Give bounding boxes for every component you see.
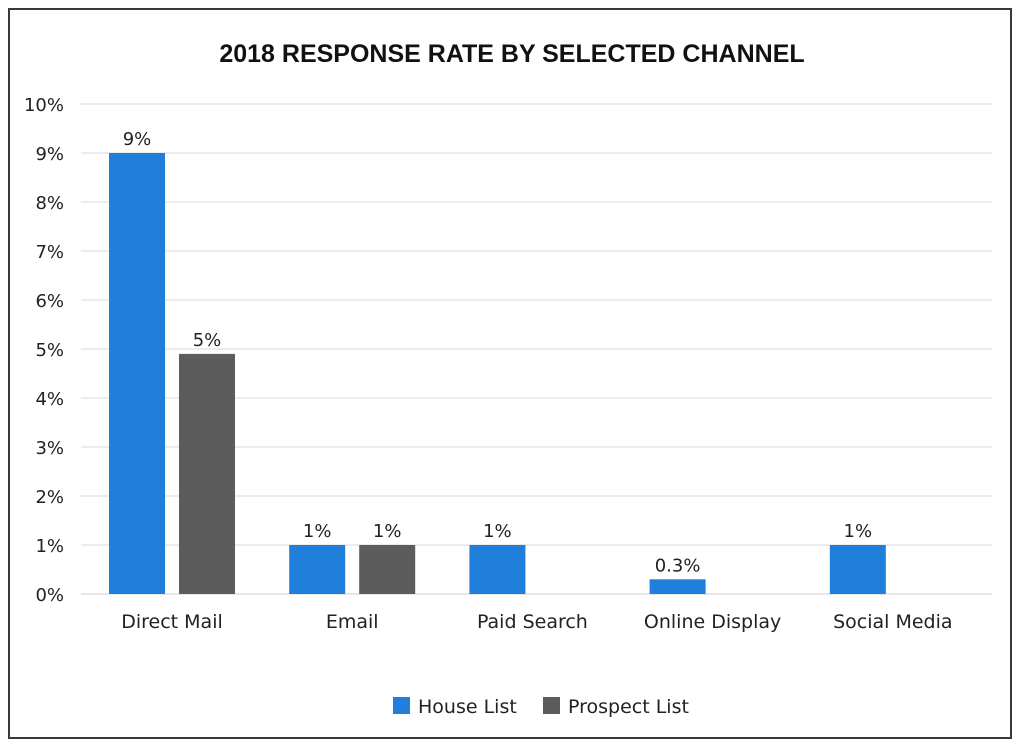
legend-swatch [393, 697, 410, 714]
data-label: 1% [844, 521, 873, 542]
data-label: 1% [373, 521, 402, 542]
bar-house-list [649, 579, 706, 594]
data-labels: 9% 5% 1% 1% 1% 0.3% 1% [123, 129, 872, 576]
y-tick-label: 0% [35, 585, 64, 606]
x-category-label: Paid Search [477, 611, 588, 633]
bar-house-list [289, 545, 346, 594]
bar-house-list [469, 545, 526, 594]
x-category-label: Direct Mail [121, 611, 223, 633]
y-tick-label: 2% [35, 487, 64, 508]
data-label: 1% [303, 521, 332, 542]
y-tick-label: 5% [35, 340, 64, 361]
y-tick-label: 8% [35, 193, 64, 214]
data-label: 5% [193, 330, 222, 351]
y-axis-ticks: 0% 1% 2% 3% 4% 5% 6% 7% 8% 9% 10% [24, 95, 64, 606]
legend: House List Prospect List [393, 696, 689, 718]
x-category-label: Social Media [833, 611, 952, 633]
x-category-label: Online Display [644, 611, 781, 633]
chart-title: 2018 RESPONSE RATE BY SELECTED CHANNEL [219, 40, 804, 68]
y-tick-label: 7% [35, 242, 64, 263]
x-category-label: Email [326, 611, 379, 633]
y-tick-label: 3% [35, 438, 64, 459]
y-tick-label: 9% [35, 144, 64, 165]
legend-label: Prospect List [568, 696, 689, 718]
legend-label: House List [418, 696, 517, 718]
y-tick-label: 6% [35, 291, 64, 312]
bars [109, 153, 886, 594]
data-label: 1% [483, 521, 512, 542]
data-label: 0.3% [655, 555, 701, 576]
legend-swatch [543, 697, 560, 714]
bar-prospect-list [359, 545, 416, 594]
y-tick-label: 4% [35, 389, 64, 410]
x-axis-categories: Direct Mail Email Paid Search Online Displa… [121, 611, 952, 633]
data-label: 9% [123, 129, 152, 150]
bar-house-list [829, 545, 886, 594]
bar-house-list [109, 153, 165, 594]
chart-frame [8, 8, 1012, 739]
bar-prospect-list [179, 353, 235, 594]
y-tick-label: 1% [35, 536, 64, 557]
y-tick-label: 10% [24, 95, 64, 116]
